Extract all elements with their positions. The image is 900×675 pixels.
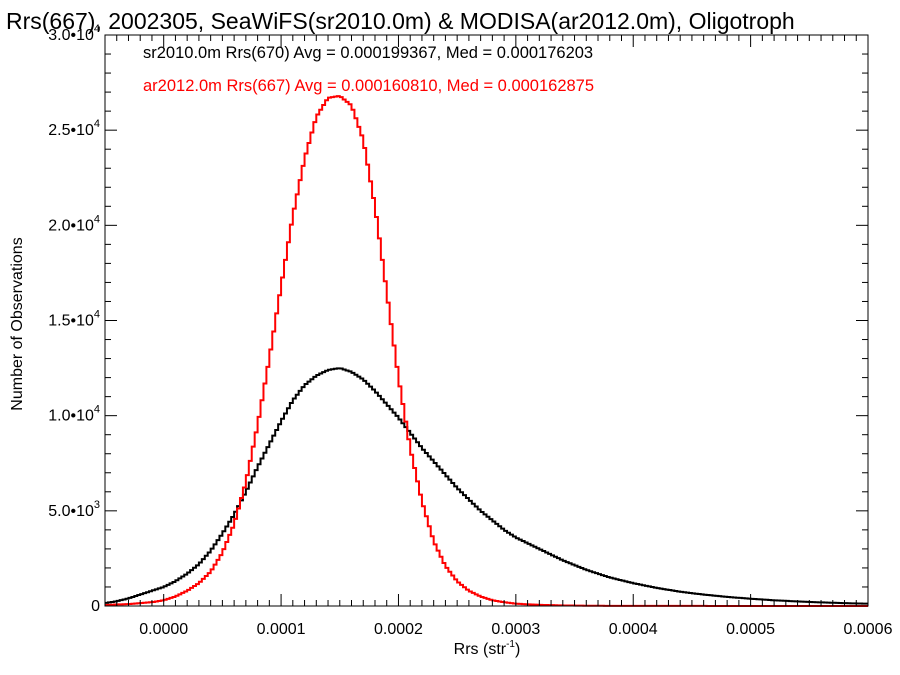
y-tick-label: 0 (91, 598, 100, 615)
x-tick-label: 0.0005 (726, 621, 775, 638)
x-axis-label: Rrs (str-1) (454, 639, 521, 658)
y-axis: 0 5.0•103 1.0•104 1.5•104 2.0•104 2.5•104 3.0•… (48, 23, 868, 615)
plot-frame (104, 34, 869, 607)
legend: sr2010.0m Rrs(670) Avg = 0.000199367, Me… (143, 44, 594, 95)
y-tick-label: 2.0•104 (48, 213, 100, 234)
y-tick-label: 5.0•103 (48, 499, 100, 520)
y-axis-label: Number of Observations (9, 237, 26, 410)
series-line-black (105, 367, 868, 605)
legend-entry-black: sr2010.0m Rrs(670) Avg = 0.000199367, Me… (143, 44, 593, 62)
y-tick-label: 3.0•104 (48, 23, 100, 44)
x-tick-label: 0.0000 (139, 621, 188, 638)
x-axis: 0.0000 0.0001 0.0002 0.0003 0.0004 0.0005 0.00… (104, 35, 893, 638)
legend-entry-red: ar2012.0m Rrs(667) Avg = 0.000160810, Me… (143, 77, 594, 95)
x-axis-label-exponent: -1 (506, 639, 515, 650)
x-tick-label: 0.0002 (374, 621, 423, 638)
x-tick-label: 0.0004 (609, 621, 658, 638)
series-layer (105, 95, 868, 607)
y-tick-label: 2.5•104 (48, 118, 100, 139)
y-tick-label: 1.5•104 (48, 309, 100, 330)
chart-title: Rrs(667), 2002305, SeaWiFS(sr2010.0m) & … (6, 8, 795, 34)
y-tick-label: 1.0•104 (48, 404, 100, 425)
x-tick-label: 0.0006 (844, 621, 893, 638)
series-line-red (105, 95, 868, 607)
x-tick-label: 0.0001 (257, 621, 306, 638)
x-tick-label: 0.0003 (491, 621, 540, 638)
